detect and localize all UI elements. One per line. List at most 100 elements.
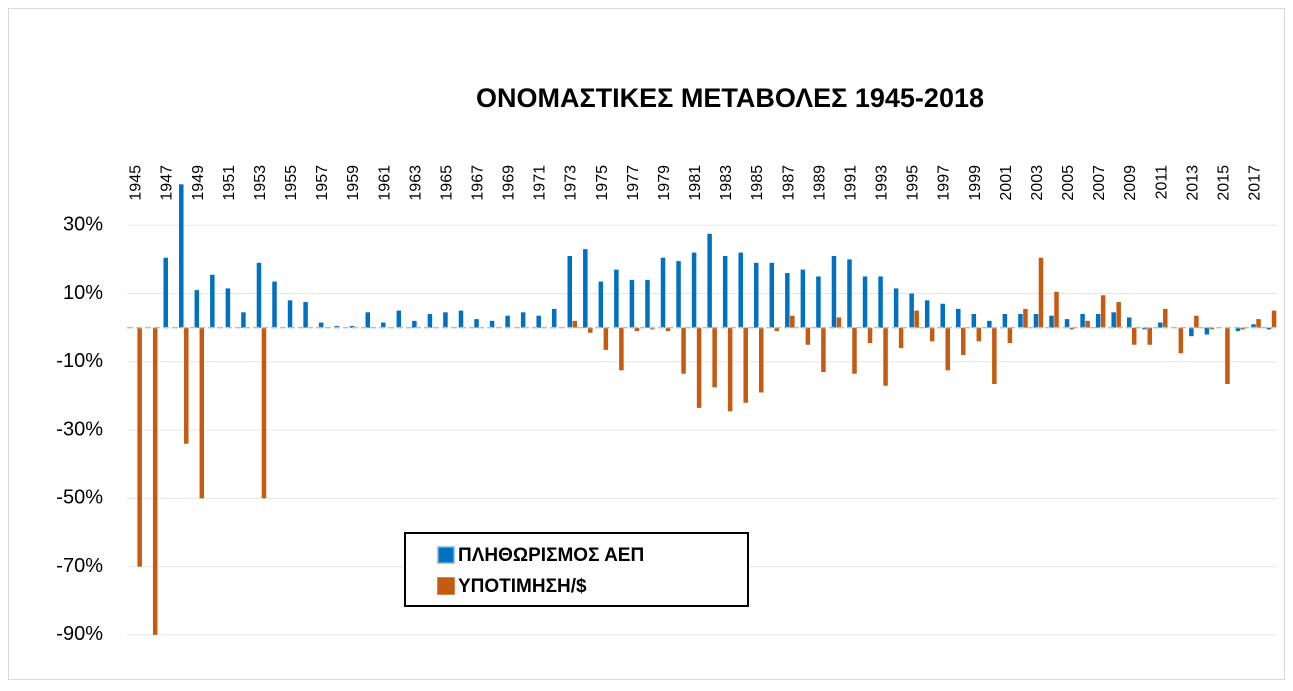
bar	[1100, 295, 1106, 328]
bar	[256, 262, 262, 328]
legend: ΠΛΗΘΩΡΙΣΜΟΣ ΑΕΠ ΥΠΟΤΙΜΗΣΗ/$	[404, 532, 749, 607]
bar	[893, 288, 899, 328]
bar	[1049, 315, 1054, 328]
bar	[614, 269, 619, 328]
bar	[1116, 302, 1121, 328]
y-tick-label: -70%	[56, 555, 103, 577]
bar	[1266, 327, 1272, 330]
bar	[691, 252, 697, 328]
bar	[852, 327, 857, 374]
bar	[199, 327, 205, 499]
bar	[976, 327, 982, 342]
bar	[722, 255, 728, 328]
bar	[1194, 315, 1199, 328]
chart-title: ΟΝΟΜΑΣΤΙΚΕΣ ΜΕΤΑΒΟΛΕΣ 1945-2018	[476, 83, 984, 113]
bar	[1204, 327, 1210, 335]
bar	[1038, 257, 1044, 328]
bar	[1064, 319, 1070, 328]
bar	[1126, 317, 1132, 328]
x-tick-label: 1995	[905, 165, 922, 201]
x-tick-label: 1945	[128, 165, 145, 201]
x-tick-label: 1955	[283, 165, 300, 201]
x-tick-label: 2013	[1184, 165, 1201, 201]
bar	[645, 279, 650, 328]
bar	[1007, 327, 1013, 344]
bar	[1158, 322, 1163, 328]
bar	[194, 290, 200, 328]
legend-swatch	[437, 577, 455, 595]
bar	[152, 327, 158, 635]
bar	[862, 276, 868, 328]
bar	[412, 320, 417, 328]
x-tick-label: 1997	[936, 165, 953, 201]
x-tick-label: 1949	[190, 165, 207, 201]
bar	[272, 281, 277, 328]
x-tick-label: 1965	[438, 165, 455, 201]
x-tick-label: 1975	[594, 165, 611, 201]
bar	[163, 257, 168, 328]
bar	[971, 314, 977, 328]
bar	[769, 262, 775, 328]
bar	[1033, 314, 1039, 328]
bar	[1189, 327, 1194, 337]
bar	[785, 273, 790, 328]
bar	[1023, 308, 1028, 328]
bar	[567, 255, 573, 328]
bar	[738, 252, 743, 328]
bar	[914, 310, 919, 328]
bar	[598, 281, 604, 328]
x-tick-label: 1993	[874, 165, 891, 201]
bar	[505, 315, 510, 328]
bar	[805, 327, 811, 345]
bar	[458, 310, 464, 328]
legend-label: ΠΛΗΘΩΡΙΣΜΟΣ ΑΕΠ	[458, 545, 644, 566]
bar	[650, 327, 655, 330]
bar	[1178, 327, 1184, 354]
bar	[1018, 314, 1023, 328]
x-tick-label: 2011	[1153, 165, 1170, 200]
x-tick-label: 2017	[1246, 165, 1263, 201]
bar	[1054, 291, 1059, 328]
bar	[349, 325, 355, 328]
bar	[836, 317, 842, 328]
x-tick-label: 1951	[221, 165, 238, 201]
bar	[774, 327, 780, 332]
bar	[210, 274, 215, 328]
bar	[520, 312, 526, 328]
bar	[1111, 312, 1116, 328]
bar	[790, 315, 795, 328]
bar	[536, 315, 541, 328]
x-tick-label: 1991	[842, 165, 859, 201]
bar	[1271, 310, 1277, 328]
bar	[1002, 314, 1008, 328]
legend-box	[404, 532, 749, 607]
y-tick-label: 10%	[63, 282, 103, 304]
bar	[821, 327, 826, 373]
bar	[318, 322, 324, 328]
y-tick-label: -30%	[56, 418, 103, 440]
x-tick-label: 2003	[1029, 165, 1046, 201]
bar	[1163, 308, 1168, 328]
bar	[287, 300, 293, 328]
bar	[1225, 327, 1230, 384]
bar	[1147, 327, 1152, 345]
x-tick-label: 1999	[967, 165, 984, 201]
bar	[665, 327, 671, 332]
bar	[427, 314, 433, 328]
bar	[365, 312, 370, 328]
bar	[1069, 327, 1075, 330]
bar	[759, 327, 764, 393]
y-tick-label: 30%	[63, 214, 103, 236]
bar	[396, 310, 402, 328]
bar	[137, 327, 142, 567]
bar	[707, 233, 712, 328]
bar	[474, 319, 479, 328]
x-tick-label: 1963	[407, 165, 424, 201]
bar	[1256, 319, 1261, 328]
bar	[883, 327, 888, 386]
bar	[945, 327, 950, 371]
x-tick-label: 2007	[1091, 165, 1108, 201]
y-tick-label: -50%	[56, 487, 103, 509]
